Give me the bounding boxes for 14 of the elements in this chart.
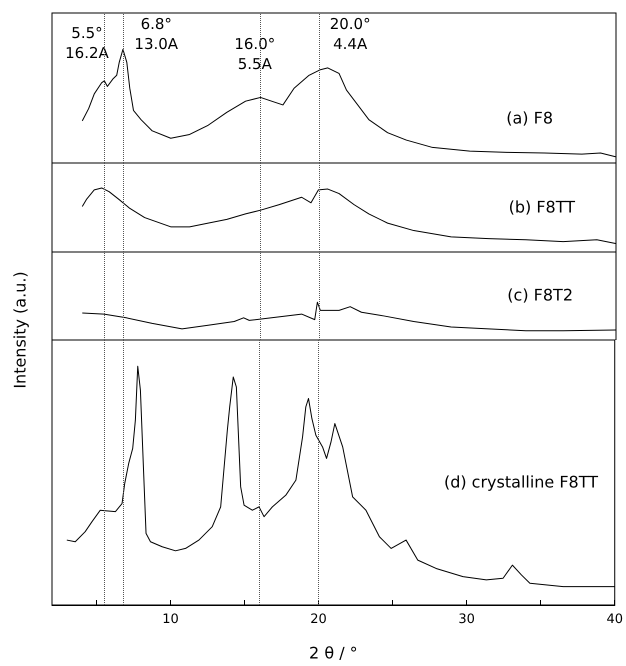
ref-line-label: 6.8° 13.0A (134, 15, 179, 53)
ref-line-label: 16.0° 5.5A (234, 35, 276, 73)
series-label: (a) F8 (506, 108, 554, 128)
x-tick-label: 40 (606, 612, 623, 627)
ref-line-label: 5.5° 16.2A (65, 24, 110, 62)
x-axis-title: 2 θ / ° (309, 644, 358, 662)
series-label: (c) F8T2 (507, 286, 573, 304)
ref-line-label: 20.0° 4.4A (330, 15, 371, 53)
x-tick-label: 20 (310, 612, 327, 627)
x-tick-label: 10 (162, 612, 179, 627)
y-axis-title: Intensity (a.u.) (10, 271, 30, 389)
text: (d) crystalline F8TT (444, 472, 598, 492)
series-label: (b) F8TT (508, 198, 576, 216)
x-tick-label: 30 (458, 612, 475, 627)
